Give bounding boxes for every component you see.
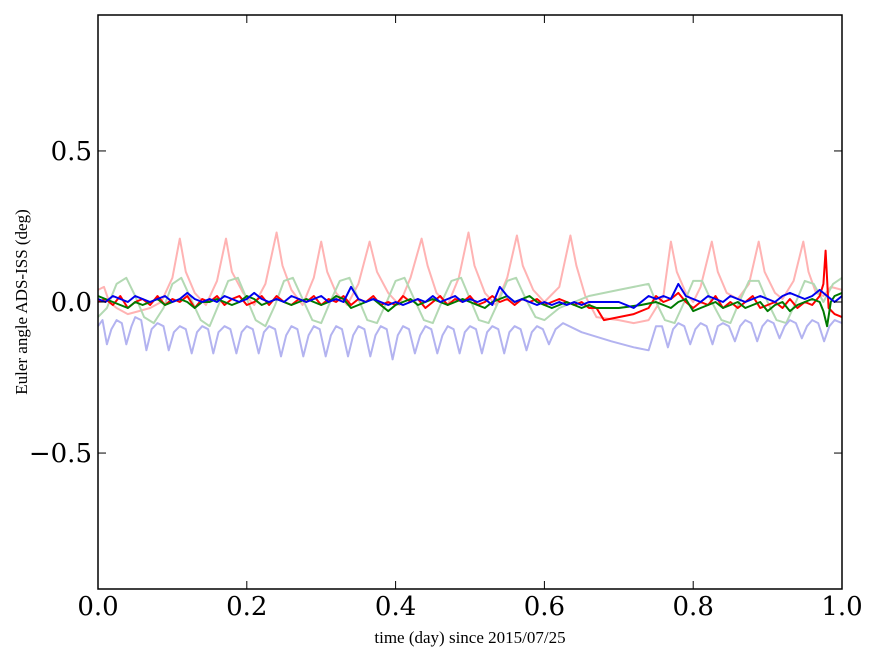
plot-frame: [97, 14, 843, 590]
series-line-6: [97, 282, 843, 309]
series-line-4: [97, 249, 843, 322]
y-tick-label-2: −0.5: [29, 439, 92, 469]
series-line-3: [97, 316, 843, 361]
y-axis-label: Euler angle ADS-ISS (deg): [12, 209, 31, 395]
x-axis-label: time (day) since 2015/07/25: [374, 628, 565, 647]
x-tick-label-5: 1.0: [821, 592, 862, 622]
series-line-5: [97, 291, 843, 328]
x-tick-label-0: 0.0: [77, 592, 118, 622]
x-tick-label-4: 0.8: [673, 592, 714, 622]
x-tick-label-2: 0.4: [375, 592, 416, 622]
series-line-1: [97, 231, 843, 325]
y-tick-label-1: 0.0: [51, 288, 92, 318]
tick-layer: 0.0 0.2 0.4 0.6 0.8 1.0 0.5 0.0 −0.5: [29, 15, 863, 622]
series-line-2: [97, 276, 843, 328]
y-tick-label-0: 0.5: [51, 137, 92, 167]
series-layer: [97, 231, 843, 361]
x-tick-label-1: 0.2: [226, 592, 267, 622]
x-tick-label-3: 0.6: [524, 592, 565, 622]
